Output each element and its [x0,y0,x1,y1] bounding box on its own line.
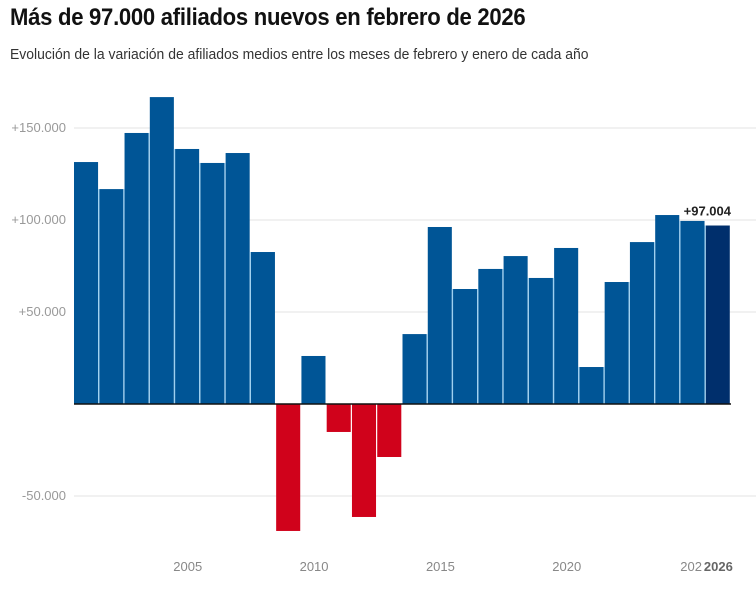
bar-2018 [503,256,528,404]
y-tick-label: +150.000 [11,120,66,135]
x-tick-label: 2005 [173,559,202,574]
chart-subtitle: Evolución de la variación de afiliados m… [10,46,589,63]
bar-2009 [276,404,301,531]
bar-2011 [326,404,351,432]
bar-2010 [301,355,326,404]
bar-2013 [377,404,402,457]
bar-2023 [629,242,654,404]
bar-2026 [705,225,730,404]
x-tick-label: 2010 [300,559,329,574]
bar-2025 [680,220,705,404]
bar-2021 [579,367,604,404]
bar-2005 [175,148,200,404]
data-label: +97.004 [684,204,732,219]
data-labels: +97.004 [684,204,732,219]
bar-2012 [351,404,377,517]
bar-2001 [74,162,99,404]
x-tick-label: 2020 [552,559,581,574]
bar-2015 [427,226,452,404]
bar-2014 [402,334,427,404]
x-axis-ticks: 2005 2010 2015 2020 202 2026 [173,559,733,574]
y-tick-label: -50.000 [22,488,66,503]
bar-2003 [124,132,149,404]
bar-2020 [554,247,579,404]
bar-2004 [149,97,174,404]
bar-2017 [478,268,503,404]
bar-2008 [250,252,275,404]
y-axis-ticks: +150.000 +100.000 +50.000 -50.000 [11,120,66,503]
bar-2002 [99,189,124,404]
x-tick-label: 202 [680,559,702,574]
bar-2024 [655,215,680,404]
y-tick-label: +100.000 [11,212,66,227]
bar-2019 [528,277,553,404]
y-tick-label: +50.000 [19,304,66,319]
bar-2016 [453,289,478,404]
bar-2007 [225,153,250,404]
bar-2022 [604,282,629,404]
chart-title: Más de 97.000 afiliados nuevos en febrer… [10,4,526,31]
bars [74,97,730,531]
x-tick-label: 2026 [704,559,733,574]
x-tick-label: 2015 [426,559,455,574]
bar-2006 [200,162,225,404]
